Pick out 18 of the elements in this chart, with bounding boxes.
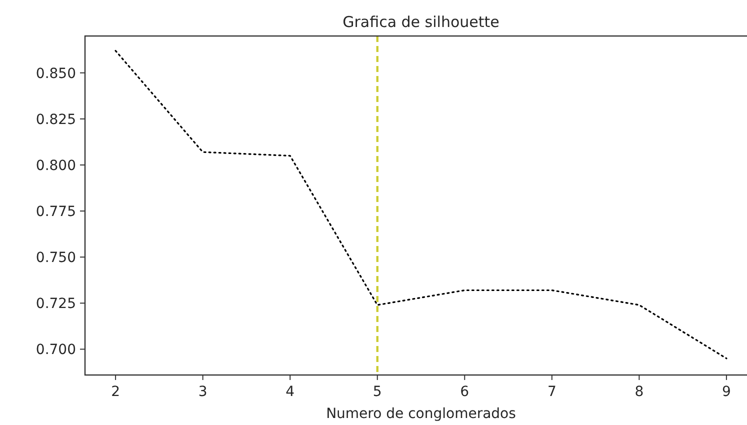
x-tick-label: 2 <box>111 384 120 400</box>
x-tick-label: 4 <box>286 384 295 400</box>
x-tick-label: 6 <box>460 384 470 400</box>
x-axis-title: Numero de conglomerados <box>326 406 516 422</box>
y-tick-label: 0.800 <box>36 158 76 174</box>
y-tick-label: 0.775 <box>36 204 76 220</box>
x-tick-label: 7 <box>547 384 556 400</box>
y-tick-label: 0.825 <box>36 112 76 128</box>
x-tick-label: 9 <box>722 384 731 400</box>
x-tick-label: 5 <box>372 384 382 400</box>
y-tick-label: 0.850 <box>36 66 76 82</box>
chart-title: Grafica de silhouette <box>342 13 500 31</box>
x-tick-label: 8 <box>634 384 644 400</box>
y-tick-label: 0.700 <box>36 342 76 358</box>
y-tick-label: 0.725 <box>36 296 76 312</box>
y-tick-label: 0.750 <box>36 250 76 266</box>
line-series <box>114 50 728 360</box>
x-tick-label: 3 <box>198 384 208 400</box>
